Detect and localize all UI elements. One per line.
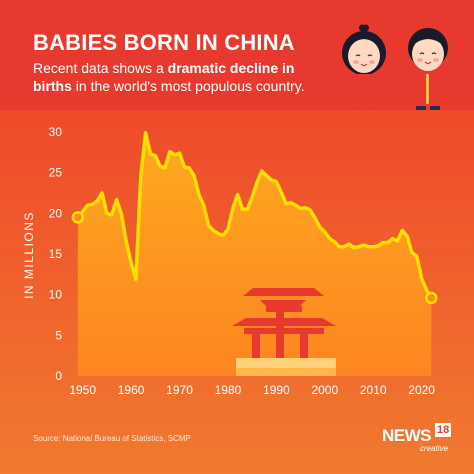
x-tick-label: 1960: [118, 383, 145, 397]
y-axis-label: IN MILLIONS: [22, 211, 36, 299]
x-tick-label: 1950: [69, 383, 96, 397]
page-subtitle: Recent data shows a dramatic decline in …: [33, 59, 333, 95]
news18-logo: NEWS 18 creative: [382, 423, 452, 457]
x-tick-label: 2010: [360, 383, 387, 397]
y-tick-label: 0: [55, 369, 62, 383]
pagoda-gate-icon: [232, 288, 336, 376]
subtitle-pre: Recent data shows a: [33, 60, 168, 76]
page-title: BABIES BORN IN CHINA: [33, 30, 295, 55]
series-area: [77, 132, 432, 376]
y-tick-label: 30: [49, 125, 63, 139]
series-line: [76, 131, 433, 299]
x-tick-label: 1990: [263, 383, 290, 397]
x-tick-label: 2020: [408, 383, 435, 397]
data-point-marker: [71, 211, 85, 224]
logo-number: 18: [435, 423, 452, 437]
data-point-marker: [425, 291, 438, 305]
logo-sub-text: creative: [420, 444, 449, 453]
header-banner: BABIES BORN IN CHINA Recent data shows a…: [0, 0, 474, 132]
source-note: Source: National Bureau of Statistics, S…: [33, 434, 191, 443]
y-tick-label: 10: [49, 288, 63, 302]
y-tick-label: 15: [49, 247, 63, 261]
y-tick-label: 25: [49, 166, 63, 180]
subtitle-post: in the world's most populous country.: [71, 78, 305, 94]
subtitle-emphasis: dramatic decline in births: [33, 60, 295, 94]
x-tick-label: 1970: [166, 383, 193, 397]
y-tick-label: 20: [49, 206, 63, 220]
y-tick-label: 5: [55, 328, 62, 342]
x-tick-label: 2000: [311, 383, 338, 397]
logo-main-text: NEWS: [382, 426, 432, 445]
x-tick-label: 1980: [215, 383, 242, 397]
boy-figure-icon: [408, 28, 448, 132]
